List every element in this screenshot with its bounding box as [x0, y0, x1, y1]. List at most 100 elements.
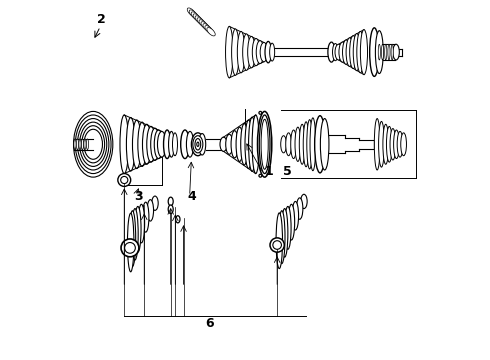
Ellipse shape	[390, 129, 396, 160]
Ellipse shape	[353, 33, 360, 71]
Ellipse shape	[279, 211, 285, 264]
Ellipse shape	[236, 127, 243, 161]
Ellipse shape	[168, 205, 173, 213]
Ellipse shape	[259, 174, 262, 177]
Ellipse shape	[82, 126, 104, 163]
Text: 6: 6	[205, 317, 214, 330]
Text: 1: 1	[265, 165, 273, 177]
Ellipse shape	[74, 139, 76, 150]
Ellipse shape	[320, 118, 329, 170]
Ellipse shape	[186, 131, 194, 157]
Ellipse shape	[259, 111, 262, 114]
Ellipse shape	[205, 26, 213, 34]
Ellipse shape	[181, 130, 189, 158]
Ellipse shape	[265, 41, 271, 63]
Ellipse shape	[378, 44, 380, 60]
Ellipse shape	[147, 126, 155, 162]
Ellipse shape	[350, 36, 357, 68]
Ellipse shape	[328, 42, 335, 62]
Ellipse shape	[393, 44, 399, 60]
Ellipse shape	[197, 18, 205, 26]
Ellipse shape	[187, 8, 196, 16]
Ellipse shape	[201, 22, 209, 30]
Ellipse shape	[176, 216, 180, 223]
Ellipse shape	[385, 44, 387, 60]
Ellipse shape	[74, 111, 113, 177]
Ellipse shape	[252, 39, 260, 66]
Ellipse shape	[152, 196, 158, 210]
Ellipse shape	[296, 198, 303, 219]
Ellipse shape	[143, 202, 149, 232]
Ellipse shape	[124, 243, 135, 253]
Ellipse shape	[143, 124, 151, 164]
Ellipse shape	[285, 206, 291, 249]
Ellipse shape	[121, 176, 128, 184]
Ellipse shape	[387, 126, 392, 162]
Ellipse shape	[286, 133, 292, 156]
Ellipse shape	[397, 131, 403, 157]
Ellipse shape	[292, 202, 298, 230]
Ellipse shape	[225, 26, 233, 78]
Text: 4: 4	[188, 190, 196, 203]
Ellipse shape	[301, 194, 307, 208]
Ellipse shape	[383, 124, 389, 164]
Ellipse shape	[374, 118, 380, 170]
Ellipse shape	[270, 43, 275, 61]
Ellipse shape	[169, 131, 174, 157]
Ellipse shape	[84, 129, 102, 159]
Ellipse shape	[193, 136, 203, 153]
Ellipse shape	[357, 31, 364, 73]
Ellipse shape	[288, 204, 294, 240]
Ellipse shape	[220, 137, 227, 152]
Ellipse shape	[198, 134, 206, 155]
Ellipse shape	[138, 122, 147, 166]
Ellipse shape	[191, 12, 199, 20]
Ellipse shape	[195, 16, 203, 24]
Ellipse shape	[121, 239, 139, 257]
Ellipse shape	[147, 200, 153, 221]
Ellipse shape	[393, 130, 399, 158]
Ellipse shape	[375, 31, 383, 73]
Ellipse shape	[281, 208, 288, 257]
Ellipse shape	[256, 41, 264, 64]
Ellipse shape	[172, 133, 177, 156]
Ellipse shape	[303, 122, 309, 167]
Ellipse shape	[248, 117, 256, 171]
Ellipse shape	[258, 111, 272, 177]
Ellipse shape	[379, 121, 384, 167]
Ellipse shape	[199, 20, 207, 28]
Ellipse shape	[232, 29, 239, 75]
Ellipse shape	[237, 31, 245, 73]
Ellipse shape	[86, 139, 89, 150]
Ellipse shape	[207, 28, 215, 36]
Ellipse shape	[79, 122, 107, 166]
Ellipse shape	[388, 44, 390, 60]
Ellipse shape	[195, 139, 201, 150]
Ellipse shape	[252, 115, 259, 174]
Ellipse shape	[127, 213, 134, 272]
Ellipse shape	[315, 116, 325, 173]
Ellipse shape	[76, 139, 78, 150]
Ellipse shape	[126, 117, 135, 171]
Ellipse shape	[135, 206, 141, 252]
Ellipse shape	[84, 139, 86, 150]
Ellipse shape	[346, 38, 353, 66]
Ellipse shape	[192, 133, 204, 156]
Ellipse shape	[197, 142, 199, 147]
Ellipse shape	[310, 118, 316, 171]
Ellipse shape	[343, 40, 350, 64]
Ellipse shape	[245, 120, 252, 168]
Ellipse shape	[138, 204, 145, 243]
Ellipse shape	[369, 28, 379, 76]
Ellipse shape	[339, 42, 346, 62]
Ellipse shape	[118, 174, 131, 186]
Ellipse shape	[189, 10, 197, 18]
Ellipse shape	[259, 115, 270, 174]
Ellipse shape	[157, 131, 166, 157]
Ellipse shape	[132, 120, 141, 168]
Ellipse shape	[241, 123, 248, 165]
Ellipse shape	[360, 30, 368, 75]
Ellipse shape	[77, 118, 109, 170]
Ellipse shape	[295, 127, 301, 161]
Ellipse shape	[243, 34, 250, 70]
